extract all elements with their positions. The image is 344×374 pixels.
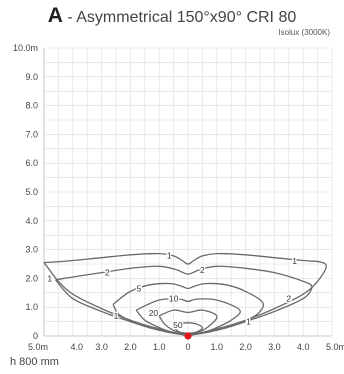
y-tick-label: 3.0 bbox=[25, 245, 38, 255]
contour-label-1: 1 bbox=[47, 273, 52, 283]
contour-label-50: 50 bbox=[173, 320, 183, 330]
y-tick-label: 1.0 bbox=[25, 302, 38, 312]
x-tick-label: 2.0 bbox=[124, 342, 137, 352]
light-source-marker bbox=[184, 332, 192, 340]
x-tick-label: 4.0 bbox=[71, 342, 84, 352]
x-tick-label: 0 bbox=[185, 342, 190, 352]
y-tick-label: 10.0m bbox=[13, 43, 38, 53]
x-tick-label: 3.0 bbox=[268, 342, 281, 352]
title-letter: A bbox=[47, 4, 63, 27]
contour-label-20: 20 bbox=[149, 308, 159, 318]
x-tick-label: 5.0m bbox=[28, 342, 48, 352]
grid bbox=[43, 47, 333, 337]
contour-label-5: 5 bbox=[137, 283, 142, 293]
y-tick-label: 6.0 bbox=[25, 158, 38, 168]
x-tick-label: 2.0 bbox=[239, 342, 252, 352]
y-tick-label: 5.0 bbox=[25, 187, 38, 197]
chart-subtitle: Isolux (3000K) bbox=[278, 28, 330, 37]
contour-labels: 1 1 1 1 1 2 2 2 5 10 20 50 bbox=[46, 249, 298, 331]
title-text: - Asymmetrical 150°x90° CRI 80 bbox=[62, 9, 297, 26]
x-tick-label: 5.0m bbox=[326, 342, 344, 352]
y-tick-label: 9.0 bbox=[25, 72, 38, 82]
isolux-contours bbox=[43, 252, 327, 337]
contour-label-1: 1 bbox=[114, 311, 119, 321]
contour-label-2: 2 bbox=[200, 265, 205, 275]
x-tick-label: 1.0 bbox=[153, 342, 166, 352]
light-source-dot bbox=[184, 332, 192, 340]
y-tick-label: 7.0 bbox=[25, 129, 38, 139]
isolux-contour-10 bbox=[135, 298, 241, 335]
tick-labels: 0 1.0 2.0 3.0 4.0 5.0 6.0 7.0 8.0 9.0 10.0m 5.0m 4.0… bbox=[13, 43, 344, 352]
mounting-height-label: h 800 mm bbox=[10, 356, 59, 368]
x-tick-label: 1.0 bbox=[211, 342, 224, 352]
contour-label-2: 2 bbox=[286, 294, 291, 304]
isolux-contour-1 bbox=[43, 252, 327, 337]
y-tick-label: 8.0 bbox=[25, 101, 38, 111]
y-tick-label: 2.0 bbox=[25, 273, 38, 283]
contour-label-10: 10 bbox=[169, 294, 179, 304]
x-tick-label: 3.0 bbox=[95, 342, 108, 352]
contour-label-2: 2 bbox=[105, 268, 110, 278]
isolux-contour-50 bbox=[173, 322, 204, 334]
y-tick-label: 0 bbox=[33, 331, 38, 341]
x-tick-label: 4.0 bbox=[297, 342, 310, 352]
contour-label-1: 1 bbox=[167, 250, 172, 260]
contour-label-1: 1 bbox=[246, 317, 251, 327]
isolux-contour-20 bbox=[158, 309, 218, 335]
y-tick-label: 4.0 bbox=[25, 216, 38, 226]
contour-label-1: 1 bbox=[292, 256, 297, 266]
chart-title: A - Asymmetrical 150°x90° CRI 80 bbox=[0, 4, 344, 28]
isolux-contour-5 bbox=[112, 282, 265, 336]
